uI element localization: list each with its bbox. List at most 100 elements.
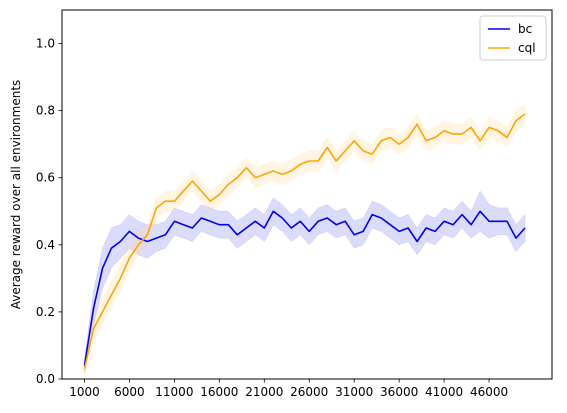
x-tick-label: 26000 xyxy=(290,385,328,399)
data-point-bc xyxy=(461,213,463,215)
data-point-cql xyxy=(272,170,274,172)
data-point-cql xyxy=(245,167,247,169)
data-point-cql xyxy=(119,277,121,279)
data-point-cql xyxy=(380,140,382,142)
x-tick-label: 41000 xyxy=(425,385,463,399)
x-tick-label: 11000 xyxy=(155,385,193,399)
data-point-bc xyxy=(452,224,454,226)
y-tick-label: 0.2 xyxy=(36,305,55,319)
data-point-bc xyxy=(209,220,211,222)
data-point-bc xyxy=(164,234,166,236)
x-tick-label: 16000 xyxy=(200,385,238,399)
x-tick-label: 1000 xyxy=(69,385,100,399)
data-point-bc xyxy=(389,224,391,226)
data-point-bc xyxy=(227,224,229,226)
series-line-cql xyxy=(83,113,526,370)
data-point-bc xyxy=(407,227,409,229)
data-point-bc xyxy=(434,230,436,232)
data-point-bc xyxy=(236,234,238,236)
data-point-cql xyxy=(506,136,508,138)
data-point-cql xyxy=(290,170,292,172)
data-point-cql xyxy=(254,177,256,179)
data-point-cql xyxy=(416,123,418,125)
legend: bc cql xyxy=(479,15,547,61)
data-point-cql xyxy=(164,200,166,202)
data-point-cql xyxy=(155,207,157,209)
data-point-bc xyxy=(263,227,265,229)
data-point-cql xyxy=(443,130,445,132)
data-point-bc xyxy=(362,230,364,232)
data-point-bc xyxy=(488,220,490,222)
data-point-bc xyxy=(515,237,517,239)
data-point-bc xyxy=(146,240,148,242)
data-point-cql xyxy=(308,160,310,162)
band-cql xyxy=(84,103,526,376)
data-point-bc xyxy=(119,240,121,242)
data-point-cql xyxy=(371,153,373,155)
data-point-cql xyxy=(470,126,472,128)
x-axis: 1000 6000 11000 16000 21000 26000 31000 36000 41… xyxy=(69,379,508,399)
data-point-bc xyxy=(218,224,220,226)
y-tick-label: 0.8 xyxy=(36,104,55,118)
band-bc xyxy=(84,190,526,373)
data-point-bc xyxy=(479,210,481,212)
data-point-bc xyxy=(92,307,94,309)
x-tick-label: 6000 xyxy=(114,385,145,399)
data-point-bc xyxy=(326,217,328,219)
series-line-bc xyxy=(83,210,526,366)
data-point-cql xyxy=(344,150,346,152)
data-point-cql xyxy=(335,160,337,162)
data-point-cql xyxy=(146,234,148,236)
data-point-cql xyxy=(173,200,175,202)
data-point-cql xyxy=(218,193,220,195)
data-point-bc xyxy=(128,230,130,232)
plot-frame xyxy=(61,9,553,380)
data-point-cql xyxy=(515,120,517,122)
data-point-cql xyxy=(92,328,94,330)
x-tick-label: 46000 xyxy=(470,385,508,399)
data-point-cql xyxy=(407,136,409,138)
data-point-bc xyxy=(155,237,157,239)
data-point-bc xyxy=(272,210,274,212)
data-point-bc xyxy=(254,220,256,222)
data-point-cql xyxy=(461,133,463,135)
data-point-bc xyxy=(344,220,346,222)
data-point-bc xyxy=(497,220,499,222)
data-point-cql xyxy=(209,200,211,202)
data-point-cql xyxy=(317,160,319,162)
data-point-cql xyxy=(263,173,265,175)
data-point-bc xyxy=(353,234,355,236)
data-point-bc xyxy=(137,237,139,239)
data-point-bc xyxy=(200,217,202,219)
data-point-cql xyxy=(137,244,139,246)
data-point-cql xyxy=(191,180,193,182)
series-lines xyxy=(83,113,526,370)
y-tick-label: 0.0 xyxy=(36,372,55,386)
y-tick-label: 0.6 xyxy=(36,171,55,185)
data-point-cql xyxy=(236,177,238,179)
data-point-bc xyxy=(191,227,193,229)
data-point-bc xyxy=(524,227,526,229)
data-point-cql xyxy=(389,136,391,138)
data-point-bc xyxy=(470,224,472,226)
data-point-bc xyxy=(506,220,508,222)
data-point-cql xyxy=(362,150,364,152)
y-axis-label: Average reward over all environments xyxy=(9,80,23,310)
data-point-bc xyxy=(443,220,445,222)
data-point-cql xyxy=(488,126,490,128)
data-point-bc xyxy=(290,227,292,229)
data-point-bc xyxy=(317,220,319,222)
data-point-bc xyxy=(299,220,301,222)
data-point-bc xyxy=(173,220,175,222)
data-point-bc xyxy=(416,240,418,242)
data-point-bc xyxy=(308,230,310,232)
data-point-cql xyxy=(83,368,85,370)
data-point-cql xyxy=(398,143,400,145)
data-point-cql xyxy=(101,311,103,313)
x-tick-label: 36000 xyxy=(380,385,418,399)
x-tick-label: 31000 xyxy=(335,385,373,399)
data-point-bc xyxy=(371,213,373,215)
x-tick-label: 21000 xyxy=(245,385,283,399)
data-point-cql xyxy=(524,113,526,115)
data-point-bc xyxy=(101,267,103,269)
